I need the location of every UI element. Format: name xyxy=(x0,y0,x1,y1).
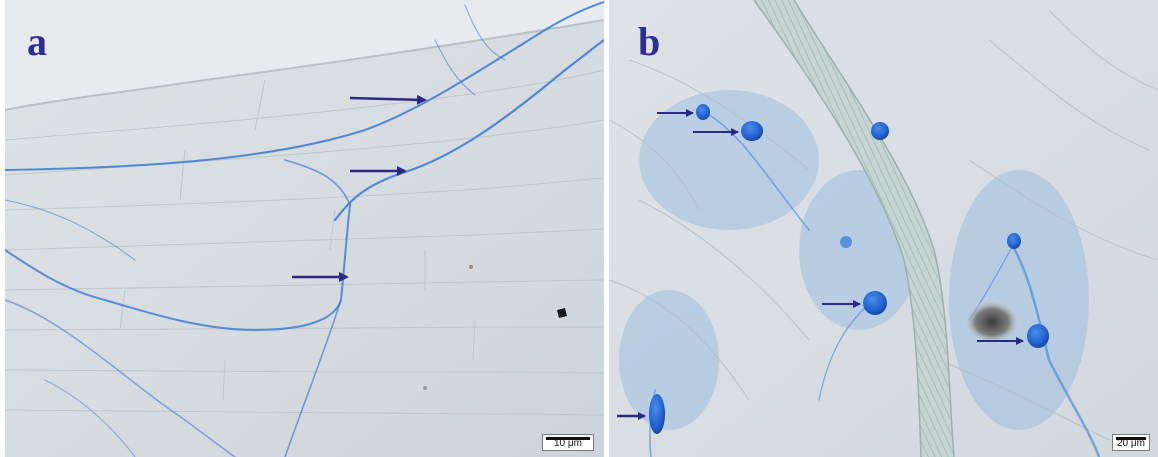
micrograph-b-image xyxy=(609,0,1158,457)
scale-bar-label: 20 μm xyxy=(1117,438,1145,449)
spore xyxy=(1027,324,1049,348)
spore xyxy=(871,122,889,140)
spores xyxy=(649,104,1049,434)
scale-bar-b: 20 μm xyxy=(1112,434,1150,451)
micrograph-panel-a: a 10 μm xyxy=(5,0,604,457)
scale-bar-label: 10 μm xyxy=(554,438,582,449)
spore xyxy=(863,291,887,315)
spore xyxy=(840,236,852,248)
spore xyxy=(696,104,710,120)
micrograph-a-image xyxy=(5,0,604,457)
spore xyxy=(1007,233,1021,249)
spore xyxy=(649,394,665,434)
debris-speck xyxy=(557,308,567,318)
bubble-artifact xyxy=(964,300,1020,344)
spore xyxy=(741,121,763,141)
scale-bar-line xyxy=(1116,437,1146,440)
panel-label-b: b xyxy=(638,19,661,64)
panel-label-a: a xyxy=(27,19,47,64)
scale-bar-a: 10 μm xyxy=(542,434,594,451)
arrow-indicator xyxy=(349,94,427,105)
scale-bar-line xyxy=(546,437,590,440)
micrograph-panel-b: b 20 μm xyxy=(609,0,1158,457)
